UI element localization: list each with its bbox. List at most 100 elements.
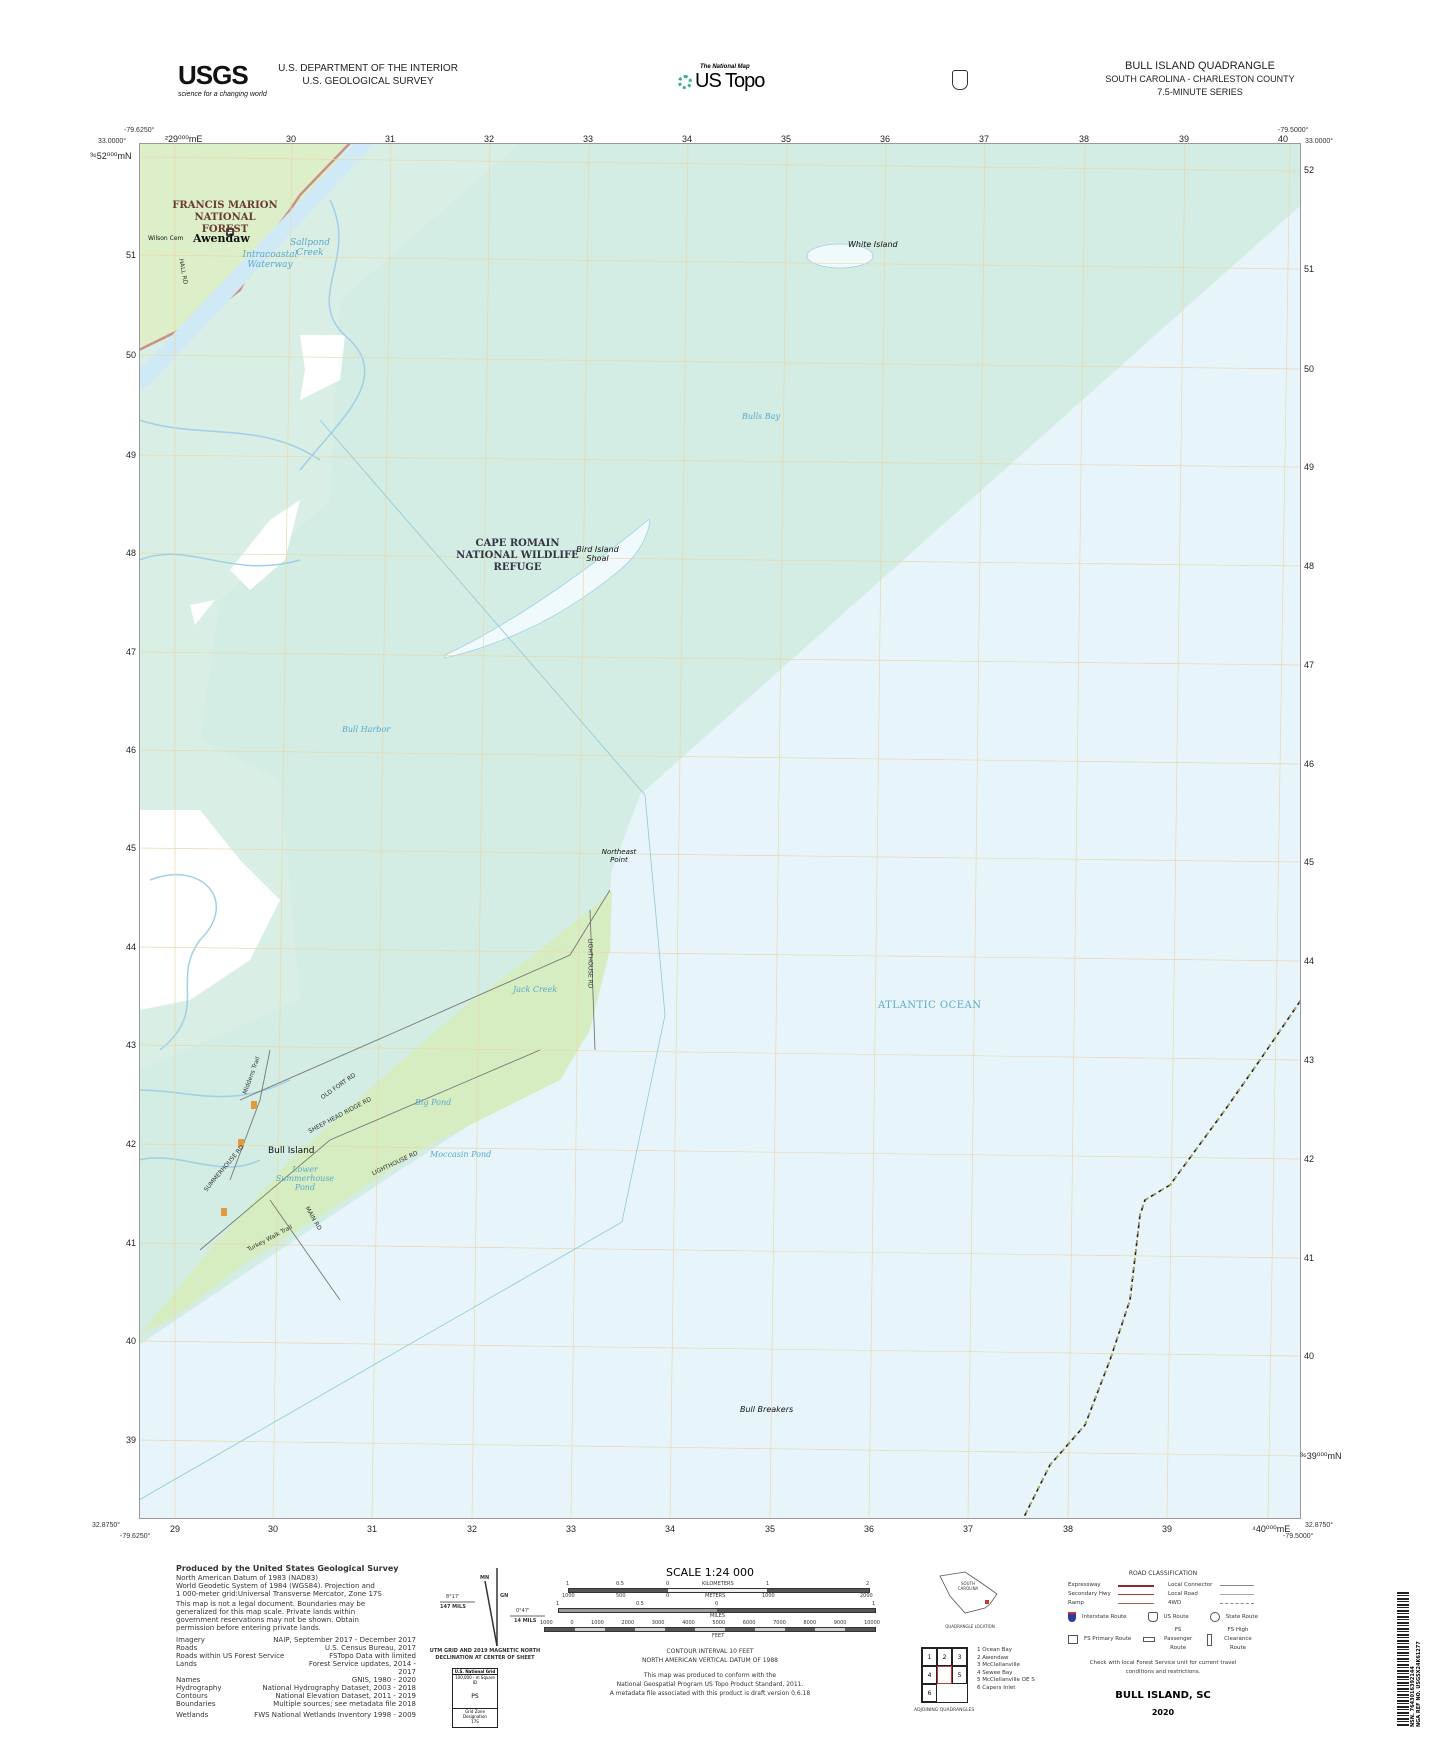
production-notes: Produced by the United States Geological… [176, 1564, 416, 1719]
legend-secondary-hwy: Secondary Hwy [1068, 1590, 1158, 1599]
legend-ramp: Ramp [1068, 1599, 1158, 1608]
agency-block: U.S. DEPARTMENT OF THE INTERIOR U.S. GEO… [278, 62, 458, 88]
refuge-boundary-line [139, 419, 666, 1501]
corner-sw-lat: 32.8750° [92, 1522, 121, 1529]
agency-line: U.S. DEPARTMENT OF THE INTERIOR [278, 63, 458, 74]
map-body[interactable] [139, 143, 1301, 1519]
utm-grid [139, 143, 1301, 1519]
credit-row: Imagery NAIP, September 2017 - December 2… [176, 1636, 416, 1644]
white-upland-island [230, 500, 300, 590]
label-sallpond-creek: Sallpond Creek [290, 238, 331, 258]
forest-service-shield-icon [952, 70, 968, 90]
legend-state-route: State Route [1209, 1612, 1258, 1622]
scale-block: SCALE 1:24 000 1 0.5 0 KILOMETERS 1 2 10… [540, 1566, 880, 1698]
neatline [139, 143, 1301, 1519]
legend-expressway: Expressway [1068, 1581, 1158, 1590]
declination-diagram: MN GN 8°17' 147 MILS 0°47' 14 MILS UTM G… [420, 1566, 550, 1676]
label-awendaw: Awendaw [193, 232, 250, 245]
label-atlantic-ocean: ATLANTIC OCEAN [878, 1000, 982, 1011]
source-credits: Imagery NAIP, September 2017 - December 2… [176, 1636, 416, 1719]
feet-scale-bar [544, 1627, 876, 1632]
creeks [139, 199, 366, 1168]
road-classification-legend: ROAD CLASSIFICATION Expressway Secondary… [1068, 1570, 1258, 1675]
legend-local-road: Local Road [1168, 1590, 1258, 1599]
marsh-area [139, 143, 520, 1070]
label-lighthouse-rd-north: LIGHTHOUSE RD [586, 938, 594, 989]
legend-4wd: 4WD [1168, 1599, 1258, 1608]
bull-island [139, 890, 612, 1335]
bird-island-shoal [444, 519, 650, 659]
label-bird-island-shoal: Bird Island Shoal [576, 545, 619, 563]
trailhead-icons [221, 1101, 257, 1216]
current-quad-cell [937, 1666, 952, 1684]
feet-tick-labels: 1000 0 1000 2000 3000 4000 5000 6000 7000 8000 900… [540, 1620, 880, 1626]
adjoining-quadrangle-names: 1 Ocean Bay 2 Awendaw 3 McClellanville 4 S… [977, 1647, 1035, 1691]
us-route-shield-icon [1147, 1612, 1158, 1622]
credit-row: Roads U.S. Census Bureau, 2017 [176, 1644, 416, 1652]
quadrangle-location-map: SOUTH CAROLINA QUADRANGLE LOCATION [935, 1568, 1005, 1629]
credit-row: Hydrography National Hydrography Dataset,… [176, 1684, 416, 1692]
corner-sw-lon: -79.6250° [120, 1533, 151, 1540]
label-white-island: White Island [848, 240, 898, 249]
state-route-circle-icon [1209, 1612, 1220, 1622]
barcode-text: NSN. 7643016392144 NGA REF NO. USGSX24K6… [1410, 1641, 1422, 1727]
scale-bars: 1 0.5 0 KILOMETERS 1 2 1000 500 0 METERS… [540, 1581, 880, 1639]
contour-note: CONTOUR INTERVAL 10 FEET NORTH AMERICAN … [609, 1648, 811, 1697]
legend-interstate: Interstate Route [1068, 1612, 1127, 1622]
quad-title-block: BULL ISLAND QUADRANGLE SOUTH CAROLINA - … [1105, 60, 1295, 97]
label-bull-island: Bull Island [268, 1146, 315, 1156]
us-topo-logo: The National Map US Topo [678, 64, 765, 93]
barcode [1397, 1592, 1409, 1727]
mainland-forest [139, 143, 350, 350]
adjoining-caption: ADJOINING QUADRANGLES [914, 1708, 975, 1713]
label-bull-breakers: Bull Breakers [740, 1405, 794, 1414]
legend-local-connector: Local Connector [1168, 1581, 1258, 1590]
corner-ne-lat: 33.0000° [1305, 138, 1334, 145]
miles-scale-bar [558, 1608, 876, 1613]
interstate-shield-icon [1068, 1612, 1076, 1622]
south-carolina-outline-icon [939, 1571, 998, 1614]
sheet-year: 2020 [1151, 1708, 1175, 1717]
corner-nw-lon: -79.6250° [124, 127, 155, 134]
us-topo-globe-icon [678, 74, 692, 89]
label-moccasin-pond: Moccasin Pond [430, 1150, 492, 1159]
km-scale-bar [568, 1588, 870, 1593]
corner-nw-lat: 33.0000° [98, 138, 127, 145]
island-roads [199, 889, 611, 1301]
label-bull-harbor: Bull Harbor [342, 725, 391, 734]
white-upland-island [190, 600, 215, 625]
credit-row: Wetlands FWS National Wetlands Inventory … [176, 1711, 416, 1719]
scale-title: SCALE 1:24 000 [666, 1566, 754, 1579]
cemetery-icon [226, 228, 234, 236]
legend-fs-high-clearance: FS High Clearance Route [1207, 1626, 1258, 1653]
label-jack-creek: Jack Creek [513, 985, 558, 994]
label-cape-romain-refuge: CAPE ROMAIN NATIONAL WILDLIFE REFUGE [456, 538, 579, 573]
credit-row: Contours National Elevation Dataset, 2011… [176, 1692, 416, 1700]
declination-arrows-icon [440, 1568, 545, 1646]
corner-se-lon: -79.5000° [1283, 1533, 1314, 1540]
sheet-name: BULL ISLAND, SC [1115, 1690, 1211, 1701]
white-upland-island [300, 335, 345, 400]
label-bulls-bay: Bulls Bay [742, 412, 780, 421]
county-boundary-highlight [1022, 999, 1301, 1519]
label-intracoastal-waterway: Intracoastal Waterway [242, 250, 298, 270]
agency-line: U.S. GEOLOGICAL SURVEY [302, 76, 434, 87]
usgs-logo: USGS science for a changing world [178, 60, 267, 98]
intracoastal-waterway [139, 143, 375, 390]
corner-ne-lon: -79.5000° [1278, 127, 1309, 134]
label-big-pond: Big Pond [415, 1098, 452, 1107]
label-wilson-cem: Wilson Cem [148, 235, 184, 242]
credit-row: Roads within US Forest Service Lands FSTo… [176, 1652, 416, 1676]
label-northeast-point: Northeast Point [601, 848, 637, 864]
legend-us-route: US Route [1147, 1612, 1189, 1622]
white-upland-island [139, 810, 280, 1010]
adjoining-quadrangles-grid: 1 2 3 4 5 6 [921, 1647, 968, 1703]
label-francis-marion-forest: FRANCIS MARION NATIONAL FOREST [172, 200, 278, 235]
corner-se-lat: 32.8750° [1305, 1522, 1334, 1529]
legend-fs-passenger: FS Passenger Route [1143, 1626, 1195, 1653]
label-lower-summerhouse-pond: Lower Summerhouse Pond [275, 1165, 335, 1192]
credit-row: Names GNIS, 1980 - 2020 [176, 1676, 416, 1684]
legend-fs-primary: FS Primary Route [1068, 1626, 1131, 1653]
white-island [806, 243, 874, 269]
